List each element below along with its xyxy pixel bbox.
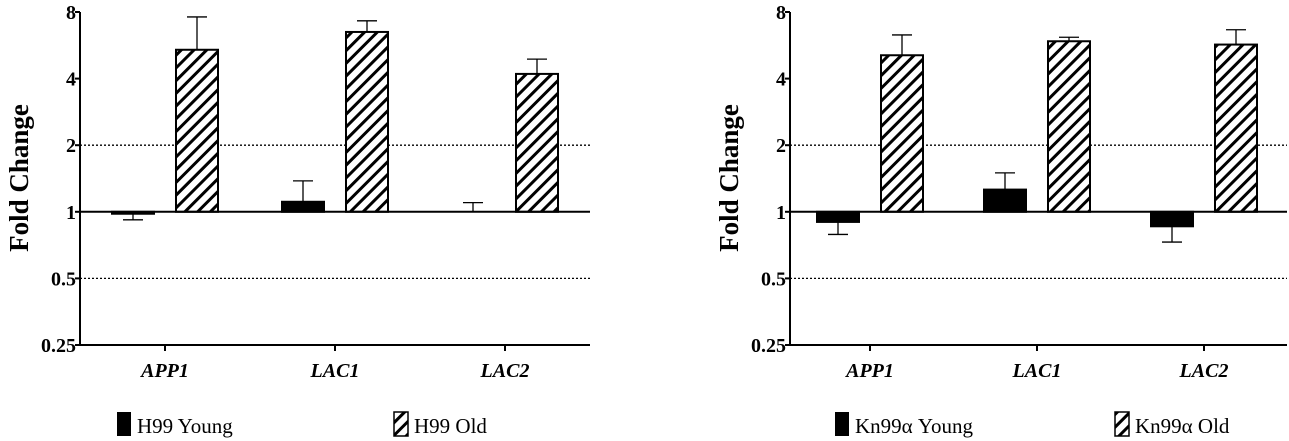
x-tick-label: APP1 bbox=[844, 360, 894, 382]
y-tick-label: 2 bbox=[776, 135, 786, 157]
bar-hatched bbox=[1047, 40, 1091, 213]
bar-solid bbox=[281, 200, 325, 213]
bar-hatched bbox=[880, 54, 924, 213]
bar-solid bbox=[816, 210, 860, 223]
y-tick-label: 0.25 bbox=[41, 335, 76, 357]
bar-hatched bbox=[515, 72, 559, 213]
y-tick-label: 2 bbox=[66, 135, 76, 157]
legend-swatch bbox=[835, 412, 849, 436]
bar-solid bbox=[983, 188, 1027, 213]
y-tick-label: 1 bbox=[66, 202, 76, 224]
y-tick-label: 8 bbox=[776, 2, 786, 24]
y-tick-label: 0.5 bbox=[761, 268, 786, 290]
y-tick-label: 4 bbox=[66, 69, 76, 91]
legend-swatch bbox=[1114, 411, 1130, 437]
legend-swatch bbox=[393, 411, 409, 437]
y-axis-label: Fold Change bbox=[714, 104, 744, 252]
chart-1: 0.25 0.5 1 2 4 8 APP1 LAC1 LAC2 Fold Change H99 Yo… bbox=[4, 2, 590, 438]
legend-label: Kn99α Young bbox=[855, 414, 973, 438]
y-tick-label: 8 bbox=[66, 2, 76, 24]
bar-hatched bbox=[175, 48, 219, 213]
y-tick-label: 0.5 bbox=[51, 268, 76, 290]
bar-solid bbox=[1150, 210, 1194, 228]
x-tick-label: LAC2 bbox=[480, 360, 530, 382]
y-tick-label: 0.25 bbox=[751, 335, 786, 357]
y-tick-label: 4 bbox=[776, 69, 786, 91]
legend-label: H99 Old bbox=[414, 414, 487, 438]
legend-swatch bbox=[117, 412, 131, 436]
x-tick-label: LAC1 bbox=[1012, 360, 1062, 382]
legend-label: Kn99α Old bbox=[1135, 414, 1230, 438]
y-axis-label: Fold Change bbox=[4, 104, 34, 252]
x-tick-label: APP1 bbox=[139, 360, 189, 382]
x-tick-label: LAC2 bbox=[1179, 360, 1229, 382]
bar-hatched bbox=[1214, 43, 1258, 213]
x-tick-label: LAC1 bbox=[310, 360, 360, 382]
legend-label: H99 Young bbox=[137, 414, 233, 438]
y-tick-label: 1 bbox=[776, 202, 786, 224]
chart-2: 0.25 0.5 1 2 4 8 APP1 LAC1 LAC2 Fold Change Kn99α … bbox=[714, 2, 1287, 438]
bar-hatched bbox=[345, 30, 389, 213]
